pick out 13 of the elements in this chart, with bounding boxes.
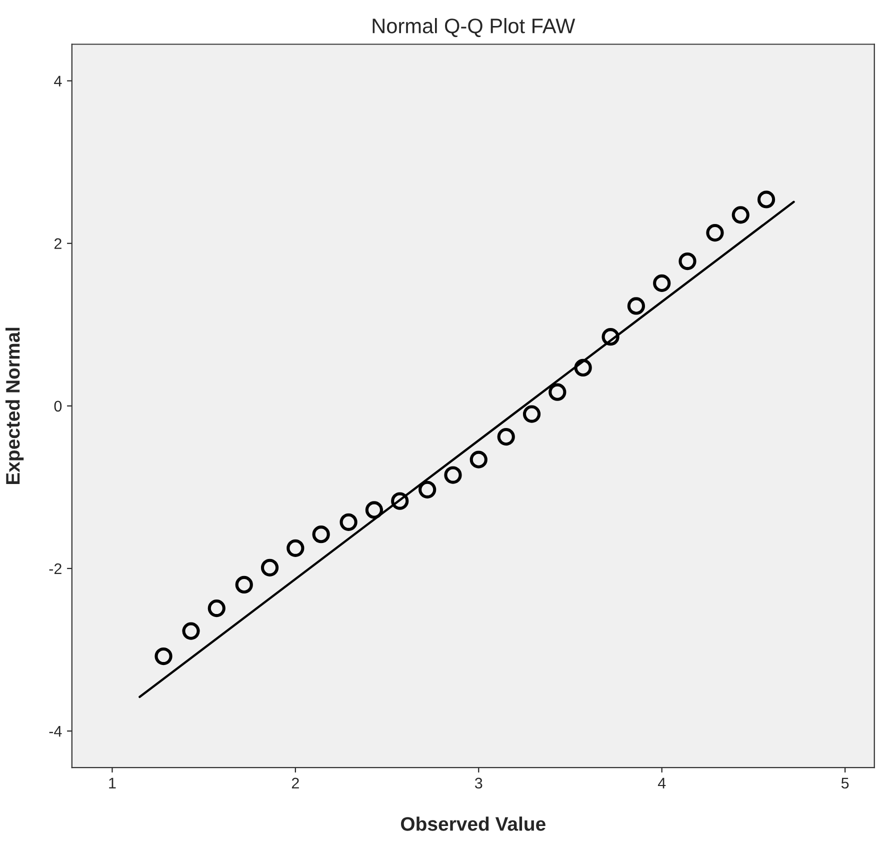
x-tick-label: 4	[658, 778, 666, 788]
x-tick-label: 3	[474, 778, 482, 789]
y-tick-label: -4	[49, 726, 62, 737]
y-tick-label: 2	[54, 238, 62, 249]
y-tick-label: 0	[54, 400, 62, 412]
x-tick-label: 2	[292, 778, 299, 788]
x-tick-label: 5	[841, 778, 849, 789]
y-axis-title: Expected Normal	[5, 328, 24, 484]
y-tick-label: -2	[49, 563, 62, 574]
chart-title: Normal Q-Q Plot FAW	[372, 18, 576, 38]
x-axis-title: Observed Value	[400, 816, 546, 831]
y-tick-label: 4	[54, 76, 62, 86]
x-tick-label: 1	[109, 778, 116, 788]
